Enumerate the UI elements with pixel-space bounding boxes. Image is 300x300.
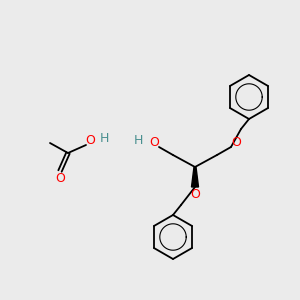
Text: O: O [149,136,159,148]
Text: H: H [99,133,109,146]
Text: O: O [85,134,95,148]
Polygon shape [191,167,199,187]
Text: H: H [133,134,143,148]
Text: O: O [190,188,200,202]
Text: O: O [55,172,65,185]
Text: O: O [231,136,241,148]
